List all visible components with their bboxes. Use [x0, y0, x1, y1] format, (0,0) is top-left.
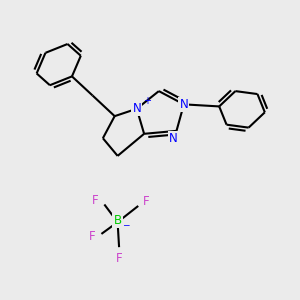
Text: F: F — [92, 194, 99, 207]
Text: N: N — [169, 132, 178, 145]
Text: N: N — [132, 102, 141, 115]
Text: N: N — [179, 98, 188, 111]
Text: B: B — [113, 214, 122, 227]
Text: F: F — [116, 252, 122, 265]
Text: −: − — [122, 220, 130, 230]
Text: +: + — [143, 96, 151, 106]
Text: F: F — [89, 230, 96, 243]
Text: F: F — [143, 195, 150, 208]
